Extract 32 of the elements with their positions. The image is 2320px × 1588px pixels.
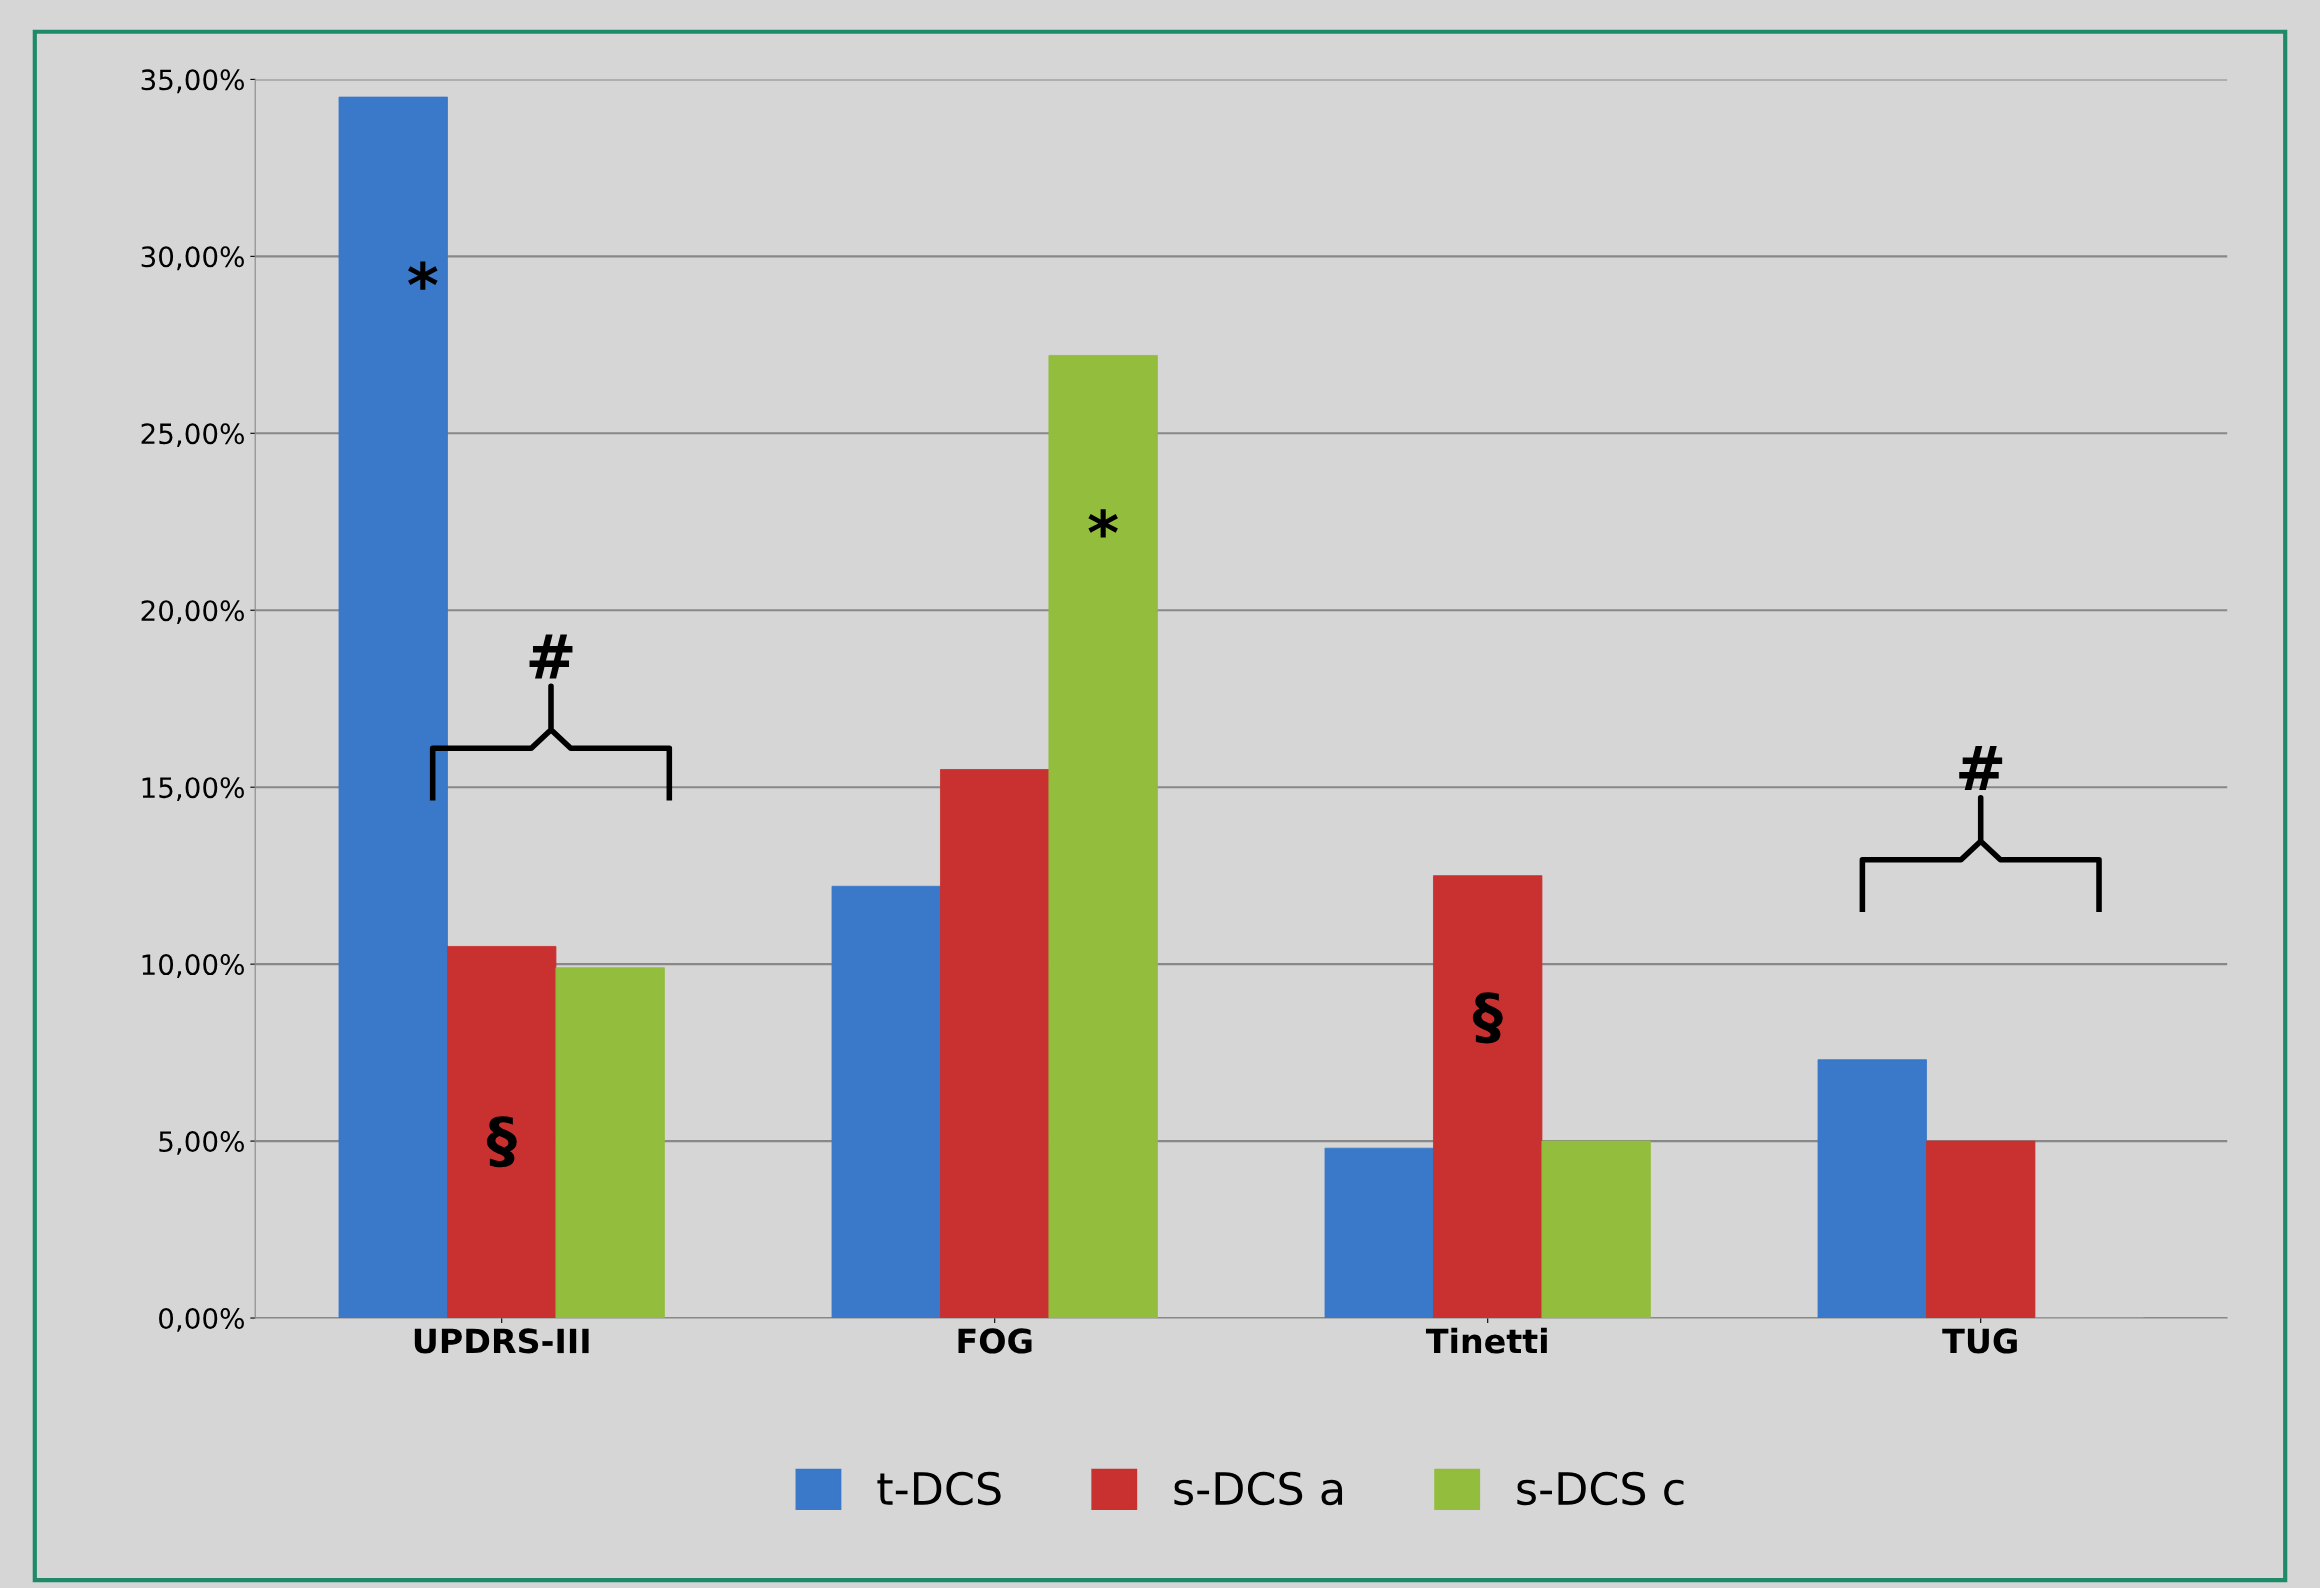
legend-label: t-DCS bbox=[877, 1471, 1001, 1506]
y-tick-label: 25,00% bbox=[141, 423, 244, 448]
x-tick-label: FOG bbox=[958, 1328, 1032, 1354]
annotation: * bbox=[408, 261, 438, 290]
bar bbox=[338, 96, 448, 1319]
legend-label: s-DCS c bbox=[1517, 1471, 1684, 1506]
annotation: § bbox=[486, 1116, 517, 1168]
x-tick-label: TUG bbox=[1942, 1328, 2017, 1354]
bar bbox=[1817, 1059, 1927, 1319]
y-tick-label: 20,00% bbox=[141, 600, 244, 625]
annotation: § bbox=[1472, 992, 1503, 1044]
bar bbox=[1926, 1140, 2036, 1319]
y-tick-label: 35,00% bbox=[141, 69, 244, 94]
bar bbox=[447, 946, 557, 1319]
annotation: # bbox=[1959, 746, 2003, 790]
y-tick-label: 15,00% bbox=[142, 777, 244, 801]
y-tick-label: 10,00% bbox=[142, 954, 244, 978]
bar bbox=[831, 885, 941, 1319]
bar bbox=[1433, 875, 1543, 1319]
x-tick-label: UPDRS-III bbox=[414, 1328, 589, 1354]
annotation: * bbox=[1088, 509, 1118, 538]
x-tick-label: Tinetti bbox=[1425, 1327, 1547, 1354]
annotation: # bbox=[529, 634, 573, 679]
bar bbox=[1541, 1140, 1651, 1319]
bar bbox=[1324, 1147, 1434, 1319]
legend-label: s-DCS a bbox=[1174, 1471, 1343, 1506]
y-tick-label: 30,00% bbox=[141, 246, 244, 271]
bar bbox=[555, 967, 665, 1319]
y-tick-label: 0,00% bbox=[159, 1307, 244, 1332]
bar bbox=[940, 769, 1050, 1319]
y-tick-label: 5,00% bbox=[159, 1131, 244, 1155]
bar bbox=[1048, 355, 1158, 1319]
